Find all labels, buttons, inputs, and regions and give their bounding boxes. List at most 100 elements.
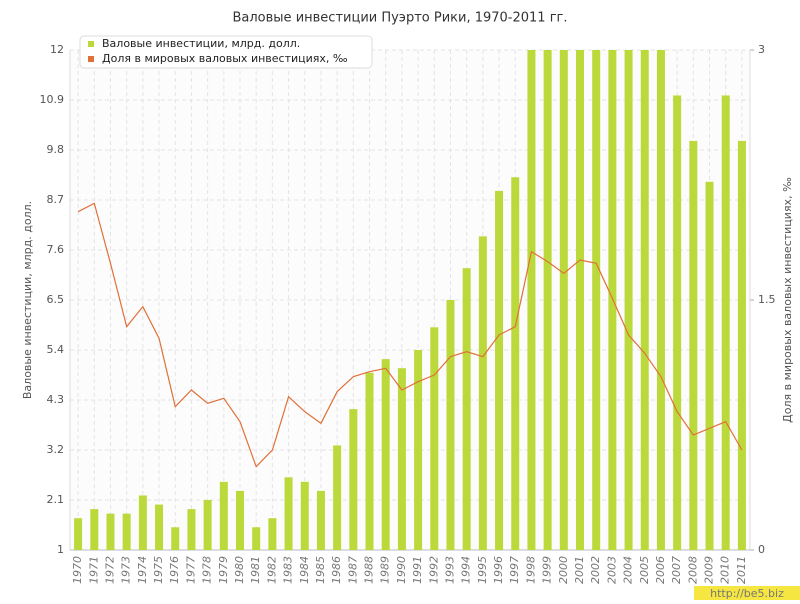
legend-box xyxy=(79,35,373,69)
bar xyxy=(511,177,520,550)
bar xyxy=(349,409,358,550)
y2-tick-label: 3 xyxy=(758,43,765,56)
bar xyxy=(576,50,584,550)
x-tick-label: 1972 xyxy=(103,556,116,584)
bar xyxy=(333,445,342,550)
y-tick-label: 7.6 xyxy=(47,243,65,256)
bar xyxy=(737,140,746,550)
watermark: http://be5.biz xyxy=(710,587,784,600)
bar xyxy=(155,504,164,550)
x-tick-label: 1977 xyxy=(184,556,197,584)
bar xyxy=(543,50,552,550)
bar xyxy=(527,50,536,550)
x-tick-label: 1985 xyxy=(314,556,327,584)
x-tick-label: 1995 xyxy=(476,556,489,584)
x-tick-label: 1981 xyxy=(249,556,262,584)
y-tick-label: 5.4 xyxy=(47,343,65,356)
bar xyxy=(187,509,196,550)
watermark-box xyxy=(694,586,800,600)
x-tick-label: 1999 xyxy=(541,556,554,584)
x-tick-label: 1970 xyxy=(71,556,84,584)
bar xyxy=(640,50,649,550)
x-tick-label: 2003 xyxy=(605,556,618,584)
bar xyxy=(203,500,212,550)
legend-swatch xyxy=(88,56,94,62)
x-tick-label: 1993 xyxy=(443,556,456,584)
x-tick-label: 2002 xyxy=(589,556,602,584)
y-tick-label: 6.5 xyxy=(47,293,65,306)
x-tick-label: 1998 xyxy=(524,556,537,584)
bar xyxy=(608,50,617,550)
x-tick-label: 1989 xyxy=(379,556,392,584)
x-tick-label: 1973 xyxy=(120,556,133,584)
x-tick-label: 1979 xyxy=(217,556,230,584)
x-tick-label: 2010 xyxy=(719,556,732,584)
y2-axis-label: Доля в мировых валовых инвестициях, ‰ xyxy=(781,177,794,423)
bar xyxy=(300,481,309,550)
legend-label: Доля в мировых валовых инвестициях, ‰ xyxy=(102,52,348,65)
chart-title: Валовые инвестиции Пуэрто Рики, 1970-201… xyxy=(232,11,567,26)
x-tick-label: 1976 xyxy=(168,556,181,584)
bar xyxy=(705,181,714,550)
bar xyxy=(284,477,293,550)
bar xyxy=(236,490,244,550)
x-tick-label: 1980 xyxy=(233,556,246,584)
line xyxy=(77,202,743,468)
x-tick-label: 1990 xyxy=(395,556,408,584)
bar xyxy=(446,300,455,550)
bar xyxy=(430,327,439,550)
x-tick-label: 2011 xyxy=(735,556,748,584)
bar xyxy=(268,518,277,550)
legend-label: Валовые инвестиции, млрд. долл. xyxy=(102,37,300,50)
y2-tick-label: 0 xyxy=(758,543,765,556)
bar xyxy=(252,527,261,550)
y-tick-label: 9.8 xyxy=(47,143,65,156)
bar xyxy=(171,527,180,550)
y-tick-label: 12 xyxy=(50,43,64,56)
y2-tick-label: 1.5 xyxy=(758,293,776,306)
x-tick-label: 1984 xyxy=(298,556,311,584)
y-tick-label: 4.3 xyxy=(47,393,65,406)
x-tick-label: 1994 xyxy=(460,556,473,584)
x-tick-label: 2007 xyxy=(670,556,683,584)
x-tick-label: 2006 xyxy=(654,556,667,584)
bar xyxy=(414,350,423,550)
y-tick-label: 1 xyxy=(57,543,64,556)
bar xyxy=(462,268,471,550)
bar xyxy=(106,513,115,550)
bar xyxy=(689,140,698,550)
bar xyxy=(316,490,325,550)
bar xyxy=(219,481,228,550)
bar xyxy=(495,190,504,550)
bar xyxy=(592,50,601,550)
x-tick-label: 1988 xyxy=(363,556,376,584)
x-tick-label: 1991 xyxy=(411,556,424,584)
y-axis-label: Валовые инвестиции, млрд. долл. xyxy=(21,201,34,399)
x-tick-label: 1986 xyxy=(330,556,343,584)
bar xyxy=(478,236,487,550)
x-tick-label: 1987 xyxy=(346,556,359,584)
x-tick-label: 2000 xyxy=(557,556,570,584)
bar xyxy=(721,95,730,550)
bar xyxy=(74,518,83,550)
x-tick-label: 1971 xyxy=(87,556,100,584)
bar xyxy=(122,513,131,550)
x-tick-label: 1982 xyxy=(265,556,278,584)
bar xyxy=(365,372,374,550)
bar xyxy=(656,50,665,550)
plot-marks xyxy=(74,50,746,550)
y-tick-label: 8.7 xyxy=(47,193,65,206)
x-tick-label: 2009 xyxy=(703,556,716,584)
bar xyxy=(673,95,682,550)
x-tick-label: 1978 xyxy=(201,556,214,584)
x-tick-label: 1974 xyxy=(136,556,149,584)
y-tick-label: 2.1 xyxy=(47,493,65,506)
bar xyxy=(90,509,99,550)
bar xyxy=(381,359,390,550)
bar xyxy=(559,50,568,550)
x-tick-label: 1983 xyxy=(282,556,295,584)
x-tick-label: 2004 xyxy=(622,556,635,584)
legend-swatch xyxy=(88,41,94,47)
y-tick-label: 10.9 xyxy=(40,93,65,106)
